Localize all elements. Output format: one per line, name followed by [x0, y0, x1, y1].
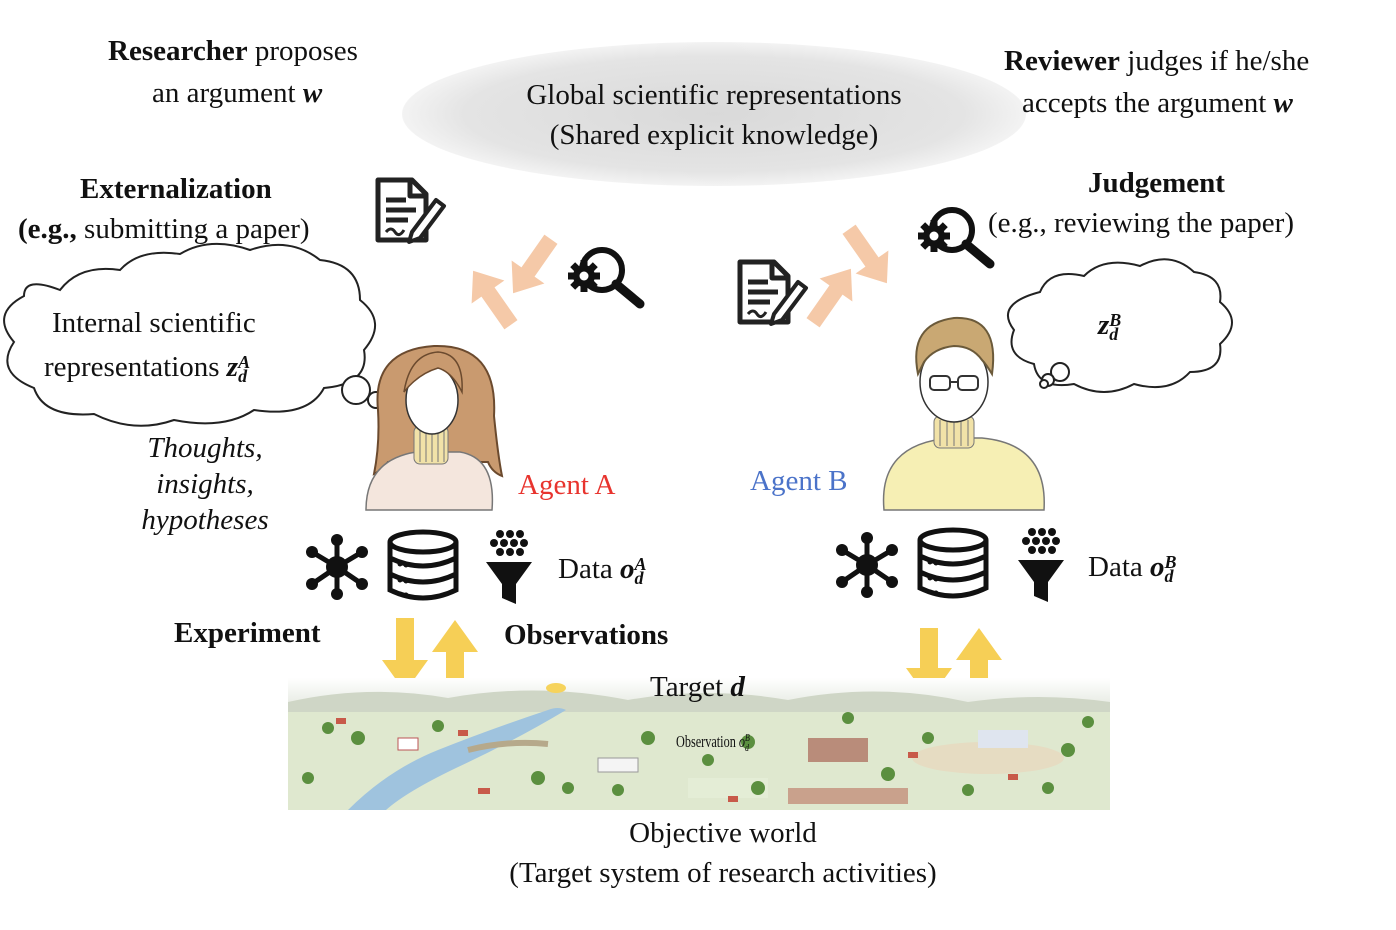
- funnel-icon: [1018, 528, 1064, 602]
- global-line1: Global scientific representations: [526, 79, 902, 111]
- arrow-down-a: [382, 618, 428, 692]
- objective-world-scene: [288, 678, 1110, 810]
- arrow-down-left: [511, 234, 558, 294]
- experiment-label: Experiment: [174, 617, 321, 649]
- researcher-caption-line2: an argument w: [152, 77, 323, 109]
- thoughts-caption-3: hypotheses: [141, 504, 269, 536]
- judgement-example: (e.g., reviewing the paper): [988, 207, 1294, 239]
- externalization-title: Externalization: [80, 173, 272, 205]
- arrow-up-right: [806, 268, 853, 328]
- thoughts-caption-2: insights,: [156, 468, 254, 500]
- document-pen-icon: [737, 259, 808, 326]
- researcher-caption-line1: Researcher proposes: [108, 35, 358, 67]
- objective-line1: Objective world: [629, 817, 817, 849]
- reviewer-caption-line1: Reviewer judges if he/she: [1004, 45, 1310, 77]
- network-icon: [836, 532, 898, 598]
- database-icon: [917, 527, 989, 599]
- arrow-up-left: [471, 270, 518, 330]
- agent-b-label: Agent B: [750, 465, 848, 497]
- magnifier-gear-icon: [918, 207, 995, 269]
- network-icon: [306, 534, 368, 600]
- funnel-icon: [486, 530, 532, 604]
- observations-label: Observations: [504, 619, 669, 651]
- arrow-down-right: [842, 224, 889, 284]
- magnifier-gear-icon: [568, 247, 645, 309]
- thoughts-caption-1: Thoughts,: [147, 432, 263, 464]
- judgement-title: Judgement: [1088, 167, 1225, 199]
- objective-line2: (Target system of research activities): [509, 857, 937, 889]
- database-icon: [387, 529, 459, 601]
- target-label: Target d: [650, 671, 745, 703]
- internal-line1: Internal scientific: [52, 307, 256, 339]
- externalization-example: (e.g., submitting a paper): [18, 213, 310, 245]
- document-pen-icon: [375, 177, 446, 244]
- global-line2: (Shared explicit knowledge): [549, 119, 879, 151]
- arrow-up-b: [956, 628, 1002, 700]
- reviewer-caption-line2: accepts the argument w: [1022, 87, 1293, 119]
- agent-a-label: Agent A: [518, 469, 616, 501]
- global-ellipse: [402, 42, 1026, 186]
- arrow-up-a: [432, 620, 478, 692]
